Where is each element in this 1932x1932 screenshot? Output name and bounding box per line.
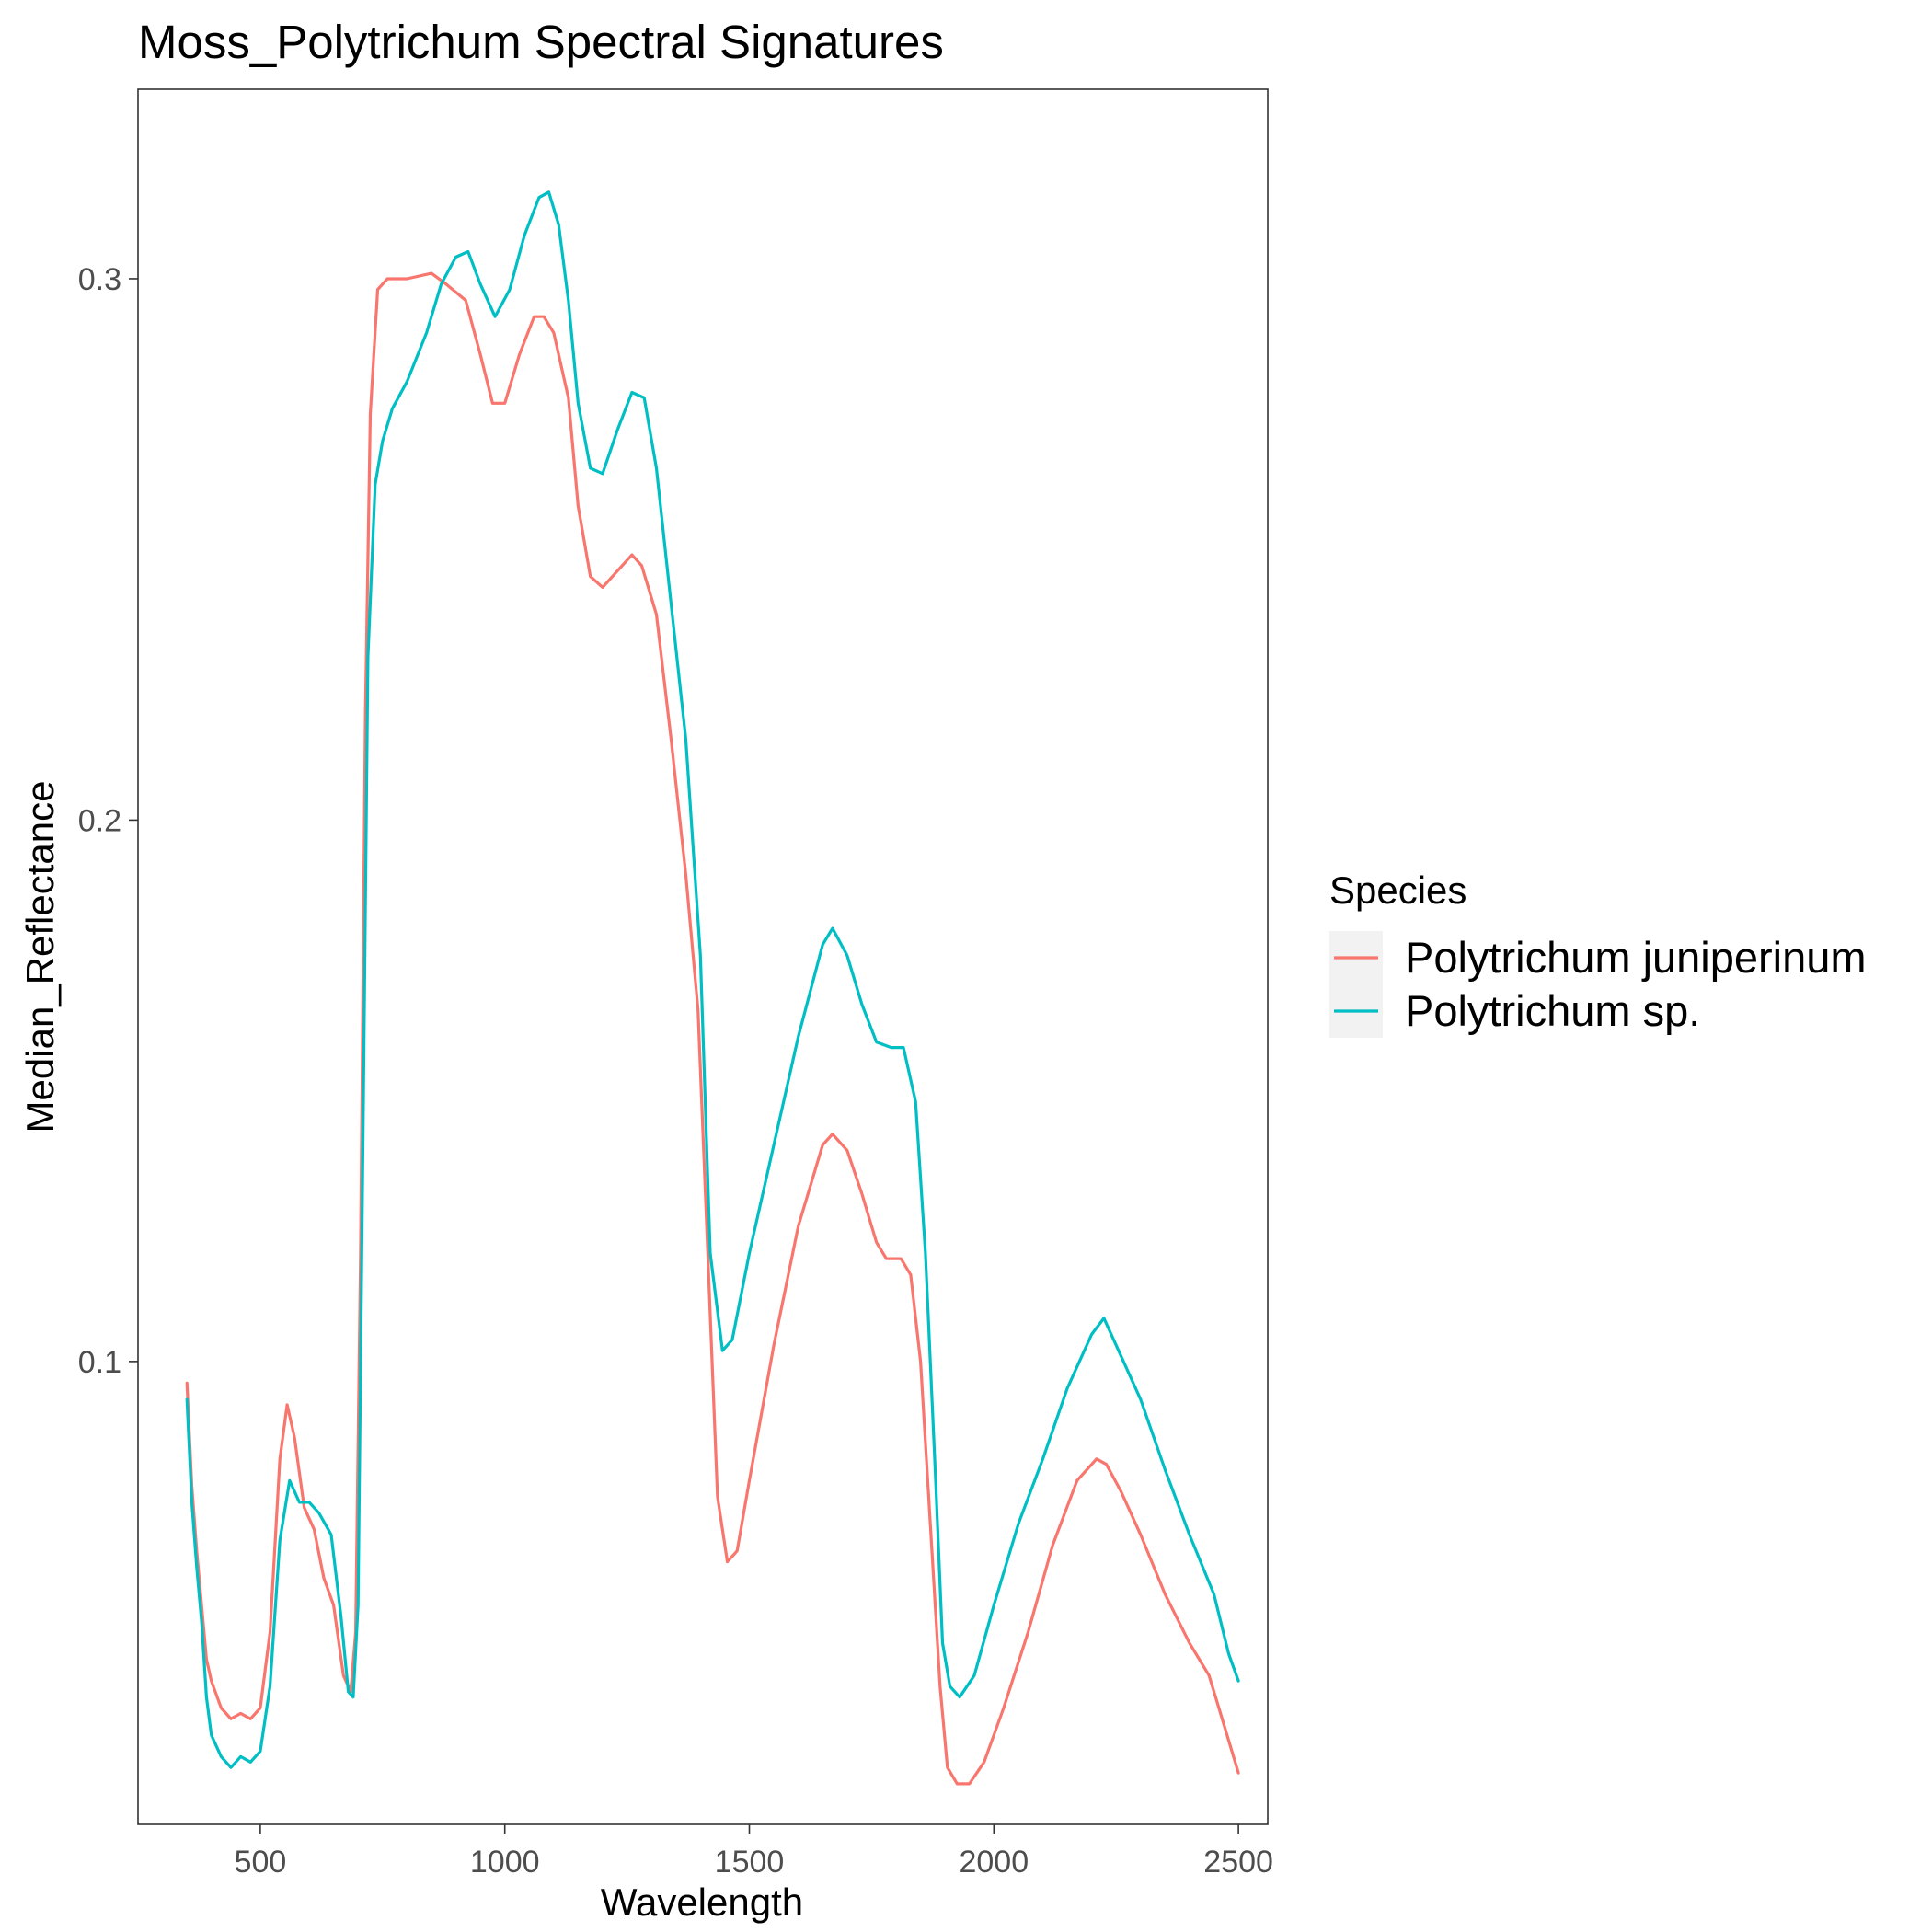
x-axis-title: Wavelength — [601, 1880, 803, 1924]
x-tick-label: 2000 — [959, 1845, 1029, 1880]
series-line-2 — [185, 190, 1240, 1769]
legend: Species Polytrichum juniperinumPolytrich… — [1329, 868, 1867, 1038]
y-tick-label: 0.3 — [78, 262, 121, 297]
series-line-1 — [185, 271, 1240, 1786]
y-axis: 0.1 0.2 0.3 — [78, 262, 138, 1380]
y-tick-label: 0.2 — [78, 803, 121, 838]
chart-title: Moss_Polytrichum Spectral Signatures — [138, 16, 944, 68]
x-tick-label: 1000 — [470, 1845, 540, 1880]
legend-title: Species — [1329, 868, 1466, 912]
x-axis: 500 1000 1500 2000 2500 — [235, 1824, 1273, 1880]
plot-border — [137, 88, 1269, 1825]
series-layer — [185, 190, 1240, 1786]
legend-label: Polytrichum juniperinum — [1405, 933, 1867, 982]
x-tick-label: 1500 — [715, 1845, 785, 1880]
y-axis-title: Median_Reflectance — [18, 781, 62, 1133]
x-tick-label: 2500 — [1203, 1845, 1273, 1880]
legend-label: Polytrichum sp. — [1405, 986, 1700, 1035]
y-tick-label: 0.1 — [78, 1345, 121, 1380]
plot-panel — [138, 89, 1268, 1824]
x-tick-label: 500 — [235, 1845, 287, 1880]
